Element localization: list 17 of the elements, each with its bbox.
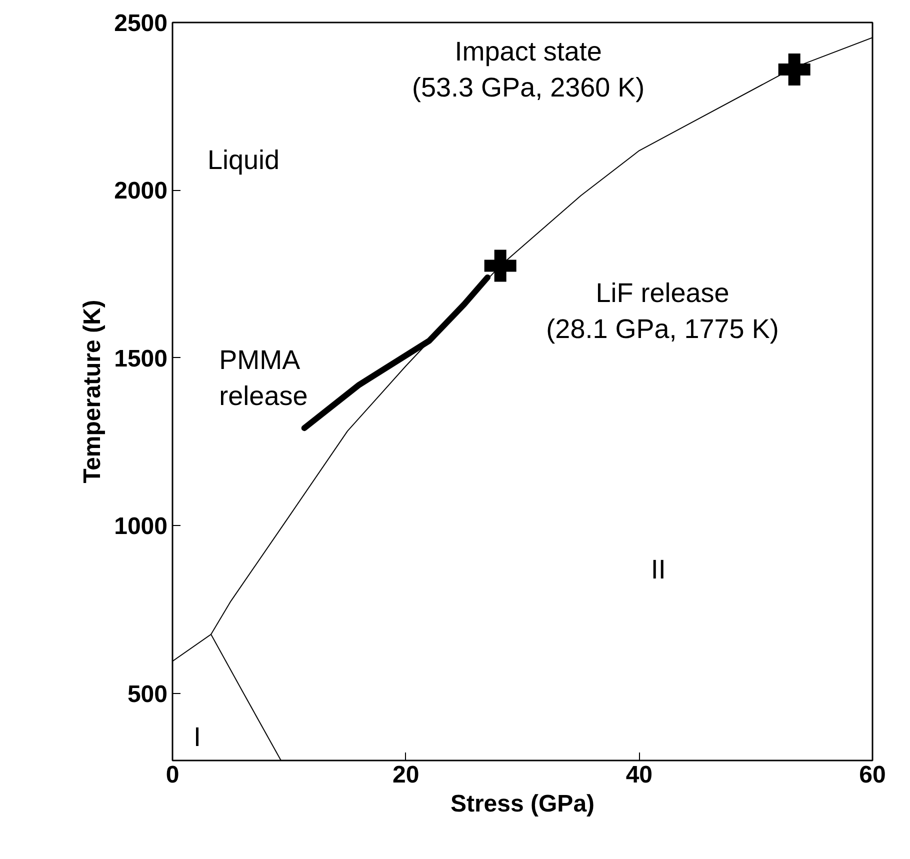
annotation: I xyxy=(194,722,202,752)
x-axis-title: Stress (GPa) xyxy=(450,790,595,818)
x-tick-label: 40 xyxy=(626,762,653,788)
y-tick-label: 1000 xyxy=(114,513,168,540)
y-axis-title: Temperature (K) xyxy=(79,300,106,484)
y-tick-label: 1500 xyxy=(114,345,168,372)
x-tick-label: 20 xyxy=(392,762,420,788)
x-tick-label: 0 xyxy=(166,762,180,788)
annotation: II xyxy=(650,554,666,584)
y-tick-label: 500 xyxy=(127,680,168,708)
annotation: PMMA release xyxy=(219,345,308,412)
x-tick-label: 60 xyxy=(859,762,886,788)
annotation: Impact state (53.3 GPa, 2360 K) xyxy=(412,36,645,102)
y-tick-label: 2500 xyxy=(114,10,168,37)
y-tick-label: 2000 xyxy=(114,178,168,205)
annotation: LiF release (28.1 GPa, 1775 K) xyxy=(546,278,779,344)
annotation: Liquid xyxy=(208,145,280,176)
